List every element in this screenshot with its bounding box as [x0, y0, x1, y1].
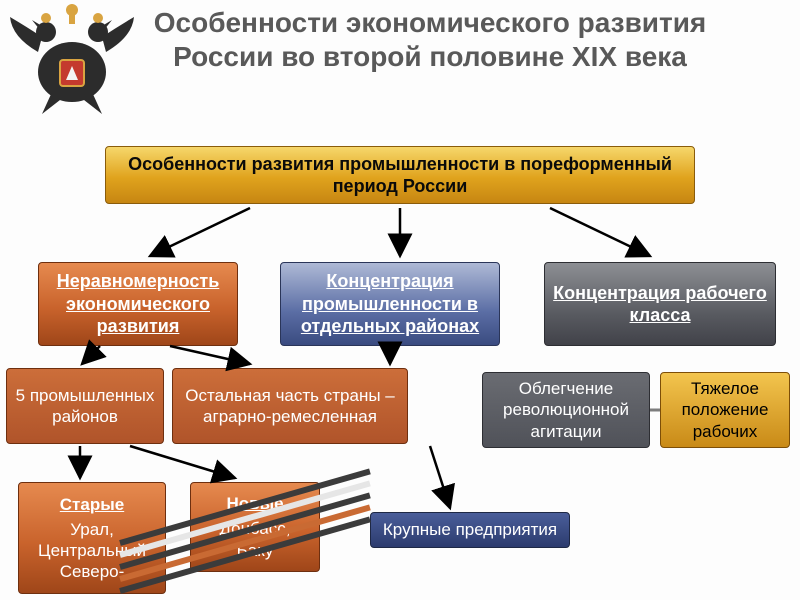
branch2-label: Концентрация промышленности в отдельных …	[289, 270, 491, 338]
branch-worker-concentration: Концентрация рабочего класса	[544, 262, 776, 346]
branch3-label: Концентрация рабочего класса	[553, 282, 767, 327]
b3-child-hardship: Тяжелое положение рабочих	[660, 372, 790, 448]
b1c1-label: 5 промышленных районов	[15, 385, 155, 428]
b3c1-label: Облегчение революционной агитации	[491, 378, 641, 442]
b3c2-label: Тяжелое положение рабочих	[669, 378, 781, 442]
b1c2-label: Остальная часть страны – аграрно-ремесле…	[181, 385, 399, 428]
page-title: Особенности экономического развития Росс…	[110, 6, 750, 73]
header-box: Особенности развития промышленности в по…	[105, 146, 695, 204]
b2c1-label: Крупные предприятия	[383, 519, 557, 540]
branch-industry-concentration: Концентрация промышленности в отдельных …	[280, 262, 500, 346]
b1-child-5districts: 5 промышленных районов	[6, 368, 164, 444]
header-box-label: Особенности развития промышленности в по…	[114, 153, 686, 198]
page-root: Особенности экономического развития Росс…	[0, 0, 800, 600]
branch-uneven-development: Неравномерность экономического развития	[38, 262, 238, 346]
branch1-label: Неравномерность экономического развития	[47, 270, 229, 338]
b1-child-rest-agrarian: Остальная часть страны – аграрно-ремесле…	[172, 368, 408, 444]
b3-child-agitation: Облегчение революционной агитации	[482, 372, 650, 448]
b1c1a-title: Старые	[60, 494, 124, 515]
b2-child-large-enterprises: Крупные предприятия	[370, 512, 570, 548]
